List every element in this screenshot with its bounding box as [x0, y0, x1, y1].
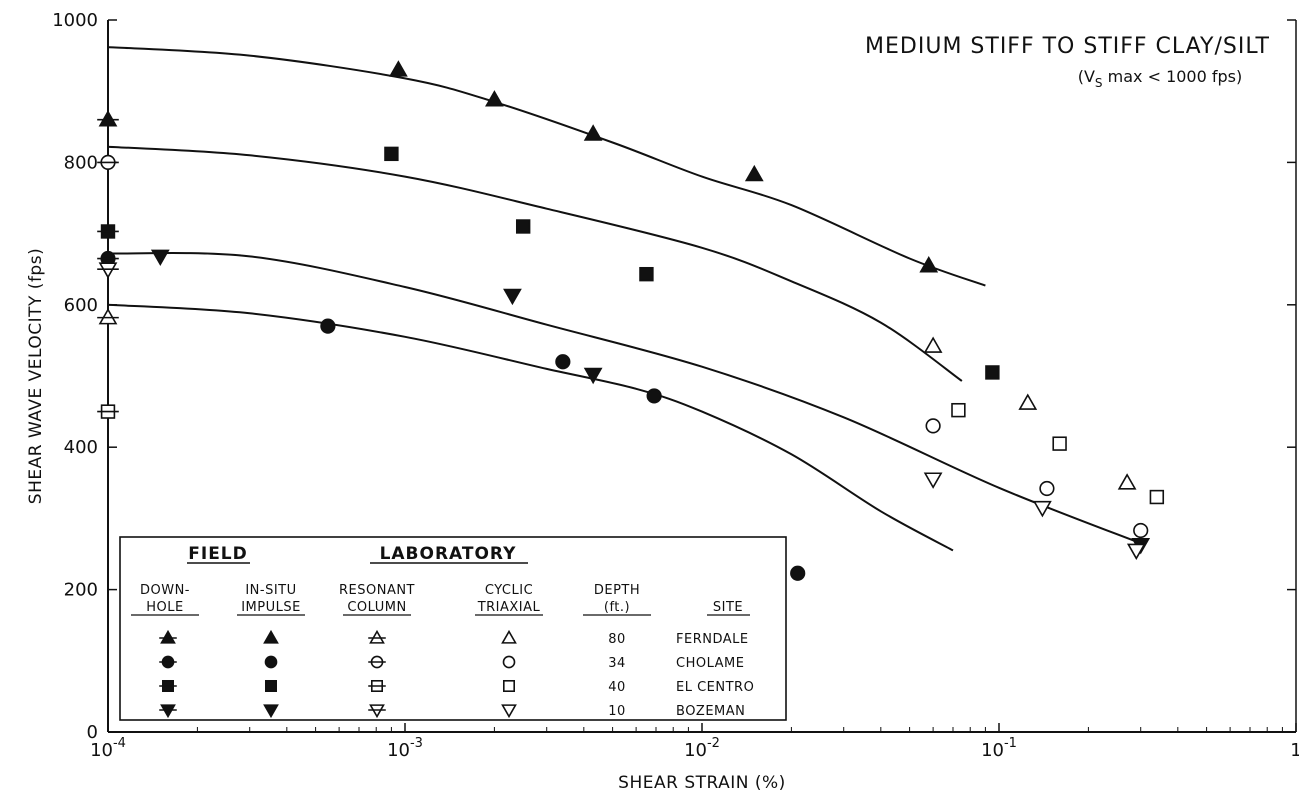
point-bozeman-in-situ-impulse [150, 249, 170, 266]
legend: FIELD LABORATORY DOWN- HOLE IN-SITU IMPULSE RE… [119, 536, 787, 721]
legend-col-header: SITE [713, 600, 743, 615]
legend-depth-el-centro: 40 [608, 680, 626, 695]
x-tick-label: 10-4 [90, 736, 126, 761]
legend-col-header: IMPULSE [241, 600, 301, 615]
legend-site-bozeman: BOZEMAN [676, 704, 745, 719]
x-tick-label: 10-1 [981, 736, 1017, 761]
legend-group-lab: LABORATORY [380, 544, 517, 564]
point-el-centro-cyclic-triaxial [951, 402, 966, 418]
legend-col-header: DOWN- [140, 583, 190, 598]
x-axis-label: SHEAR STRAIN (%) [618, 773, 786, 790]
point-cholame-in-situ-impulse [790, 565, 806, 581]
point-ferndale-cyclic-triaxial [1117, 473, 1137, 490]
fitted-curves [107, 46, 1142, 552]
legend-site-cholame: CHOLAME [676, 656, 744, 671]
legend-col-header: HOLE [146, 600, 183, 615]
point-el-centro-in-situ-impulse [384, 146, 399, 162]
y-axis-label: SHEAR WAVE VELOCITY (fps) [26, 248, 46, 504]
legend-box [119, 536, 787, 721]
point-bozeman-cyclic-triaxial [1033, 500, 1052, 518]
axes: 0 200 400 600 800 1000 10-4 10-3 10-2 10-1 1 SHEAR … [26, 10, 1299, 790]
data-points [97, 60, 1165, 581]
chart-title: MEDIUM STIFF TO STIFF CLAY/SILT [865, 34, 1270, 59]
legend-marker-resonant-ferndale [369, 629, 385, 644]
legend-depth-ferndale: 80 [608, 632, 626, 647]
point-ferndale-down-hole [98, 110, 118, 127]
point-bozeman-cyclic-triaxial [923, 472, 943, 489]
point-el-centro-in-situ-impulse [515, 219, 531, 234]
legend-site-el-centro: EL CENTRO [676, 680, 754, 695]
point-cholame-in-situ-impulse [646, 388, 662, 404]
annotation: MEDIUM STIFF TO STIFF CLAY/SILT (VS max <… [865, 34, 1270, 90]
legend-marker-insitu-bozeman [263, 704, 279, 719]
legend-marker-cyclic-bozeman [501, 704, 517, 719]
curve-cholame [107, 303, 954, 552]
legend-marker-insitu-cholame [264, 655, 278, 669]
legend-col-header: DEPTH [594, 583, 640, 598]
point-cholame-cyclic-triaxial [925, 418, 941, 434]
curve-el-centro [107, 145, 963, 382]
legend-marker-cyclic-el-centro [502, 679, 515, 692]
point-cholame-cyclic-triaxial [1039, 480, 1055, 497]
point-el-centro-in-situ-impulse [639, 266, 654, 282]
y-tick-label: 0 [87, 722, 98, 743]
legend-col-header: CYCLIC [485, 583, 533, 598]
legend-col-header: IN-SITU [245, 583, 296, 598]
legend-marker-cyclic-ferndale [501, 629, 517, 644]
point-cholame-in-situ-impulse [555, 354, 571, 370]
legend-marker-cyclic-cholame [502, 655, 516, 669]
legend-marker-downhole-bozeman [160, 704, 176, 719]
point-ferndale-in-situ-impulse [485, 90, 504, 107]
point-el-centro-cyclic-triaxial [1052, 436, 1067, 451]
y-tick-label: 400 [64, 437, 98, 458]
point-el-centro-in-situ-impulse [985, 365, 1000, 380]
point-cholame-cyclic-triaxial [1133, 522, 1149, 539]
point-cholame-in-situ-impulse [320, 318, 336, 334]
legend-col-header: TRIAXIAL [477, 600, 541, 615]
x-tick-label: 10-3 [387, 736, 423, 761]
point-ferndale-resonant-column [98, 308, 118, 325]
legend-marker-insitu-ferndale [263, 629, 279, 644]
y-tick-label: 1000 [52, 10, 98, 31]
legend-depth-cholame: 34 [608, 656, 626, 671]
point-bozeman-resonant-column [98, 262, 118, 279]
legend-col-header: COLUMN [347, 600, 406, 615]
point-el-centro-cyclic-triaxial [1149, 489, 1165, 505]
y-tick-label: 600 [64, 295, 98, 316]
x-tick-label: 1 [1290, 740, 1299, 761]
point-bozeman-in-situ-impulse [583, 367, 603, 385]
point-bozeman-cyclic-triaxial [1126, 543, 1146, 561]
y-tick-label: 800 [64, 152, 98, 173]
y-tick-label: 200 [64, 580, 98, 601]
x-tick-label: 10-2 [684, 736, 720, 761]
curve-ferndale [107, 46, 986, 287]
point-ferndale-in-situ-impulse [744, 164, 764, 182]
point-ferndale-in-situ-impulse [919, 256, 939, 273]
curve-bozeman [107, 252, 1142, 545]
point-ferndale-cyclic-triaxial [923, 336, 943, 353]
legend-marker-resonant-bozeman [369, 704, 385, 719]
point-ferndale-cyclic-triaxial [1018, 393, 1038, 410]
legend-marker-insitu-el-centro [264, 679, 277, 692]
legend-depth-bozeman: 10 [608, 704, 626, 719]
legend-group-field: FIELD [188, 544, 248, 564]
legend-marker-downhole-ferndale [160, 629, 176, 644]
point-bozeman-in-situ-impulse [503, 288, 522, 306]
chart-subtitle: (VS max < 1000 fps) [1078, 67, 1243, 90]
point-ferndale-in-situ-impulse [389, 60, 408, 77]
legend-site-ferndale: FERNDALE [676, 632, 749, 647]
point-ferndale-in-situ-impulse [583, 124, 603, 141]
legend-col-header: RESONANT [339, 583, 415, 598]
legend-col-header: (ft.) [604, 600, 630, 615]
